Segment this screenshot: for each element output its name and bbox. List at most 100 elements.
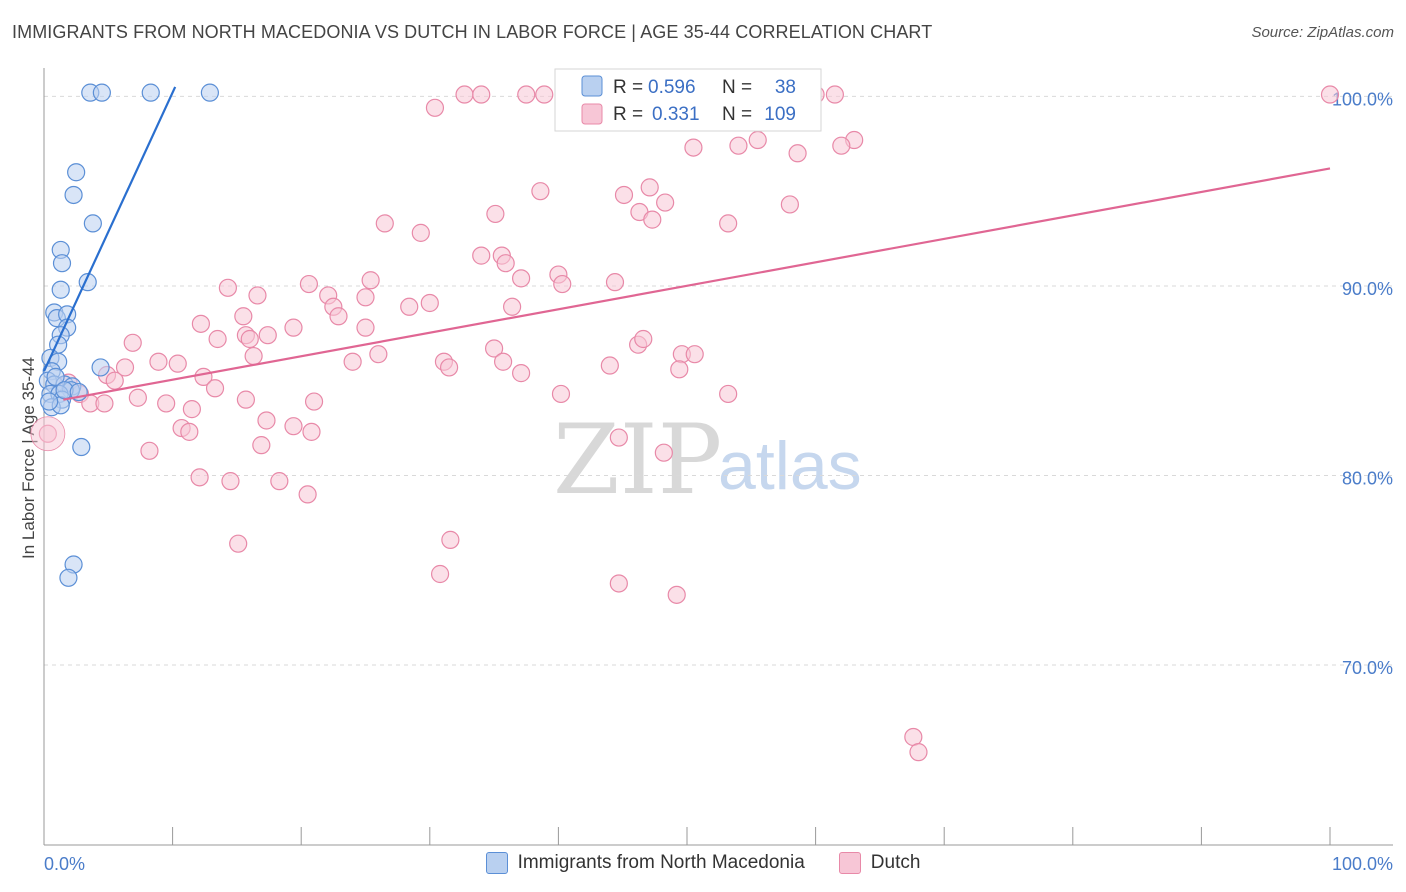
y-tick-label: 70.0%: [1342, 658, 1393, 678]
dutch-point: [257, 411, 276, 430]
dutch-point: [472, 246, 491, 265]
x-tick-labels: 0.0% 100.0%: [44, 854, 1393, 874]
north-macedonia-point: [67, 163, 86, 182]
dutch-point: [780, 195, 799, 214]
dutch-point: [455, 85, 474, 104]
series-legend-label: Immigrants from North Macedonia: [517, 852, 805, 873]
dutch-point: [832, 136, 851, 155]
dutch-point: [105, 371, 124, 390]
dutch-point: [284, 417, 303, 436]
dutch-point: [485, 339, 504, 358]
dutch-point: [512, 269, 531, 288]
dutch-point: [634, 329, 653, 349]
grid-lines: [44, 95, 1393, 666]
dutch-point: [244, 346, 263, 366]
dutch-trendline: [63, 167, 1331, 401]
y-tick-label: 80.0%: [1342, 468, 1393, 488]
dutch-point: [95, 394, 114, 413]
legend-r-label-1: R =: [613, 77, 643, 98]
north-macedonia-point: [83, 214, 102, 233]
series-dutch-points: [30, 85, 1340, 762]
dutch-point: [614, 185, 634, 205]
series-swatch-pink: [838, 852, 861, 874]
north-macedonia-point: [92, 83, 111, 102]
dutch-point: [248, 286, 267, 305]
y-axis-label: In Labor Force | Age 35-44: [19, 357, 38, 559]
dutch-point: [375, 214, 394, 233]
dutch-point: [685, 345, 704, 364]
dutch-point: [168, 354, 187, 373]
north-macedonia-point: [52, 254, 72, 273]
watermark: ZIP atlas: [553, 404, 862, 516]
dutch-point: [517, 85, 536, 104]
dutch-point: [531, 182, 550, 201]
dutch-point: [123, 333, 142, 352]
dutch-point: [356, 318, 375, 337]
series-legend-label: Dutch: [870, 852, 921, 873]
trendlines: [43, 86, 1331, 401]
dutch-point: [221, 472, 240, 491]
dutch-point: [400, 297, 419, 316]
series-legend-item-dutch: Dutch: [838, 852, 921, 874]
stats-legend: R = 0.596 N = 38 R = 0.331 N = 109: [554, 68, 822, 132]
north-macedonia-point: [51, 280, 70, 299]
dutch-point: [609, 574, 628, 593]
y-tick-label: 100.0%: [1332, 89, 1393, 109]
dutch-point: [182, 400, 201, 419]
dutch-point: [609, 428, 628, 447]
dutch-point: [535, 85, 554, 104]
dutch-point: [425, 98, 445, 117]
axes: [43, 68, 1393, 846]
x-tick-label-max: 100.0%: [1332, 854, 1393, 874]
dutch-point: [234, 307, 253, 326]
north-macedonia-point: [64, 185, 83, 205]
dutch-point: [369, 345, 388, 364]
dutch-point: [748, 130, 767, 150]
dutch-point: [240, 329, 259, 349]
series-swatch-blue: [485, 852, 508, 874]
dutch-point: [486, 204, 505, 224]
dutch-point: [654, 443, 673, 462]
dutch-point: [208, 329, 227, 349]
dutch-point: [643, 210, 662, 229]
north-macedonia-point: [40, 392, 59, 411]
dutch-point: [909, 743, 928, 762]
dutch-point: [356, 288, 375, 307]
dutch-point: [205, 379, 225, 398]
dutch-point: [298, 485, 317, 504]
dutch-point: [302, 422, 321, 441]
legend-n-label-2: N =: [722, 104, 752, 125]
north-macedonia-point: [91, 358, 110, 377]
dutch-point: [441, 530, 460, 549]
dutch-point: [825, 85, 844, 104]
dutch-point: [304, 392, 324, 411]
dutch-point: [229, 534, 248, 553]
x-tick-label-min: 0.0%: [44, 854, 85, 874]
dutch-point: [270, 472, 289, 491]
dutch-point: [157, 394, 176, 413]
dutch-point: [472, 85, 491, 104]
dutch-point: [719, 214, 738, 233]
dutch-point: [430, 564, 450, 584]
dutch-point: [503, 297, 522, 316]
series-legend: Immigrants from North Macedonia Dutch: [0, 852, 1406, 874]
dutch-point: [128, 388, 147, 407]
north-macedonia-point: [200, 83, 219, 102]
dutch-point: [512, 364, 531, 383]
dutch-point: [640, 178, 659, 197]
legend-n-value-2: 109: [764, 104, 796, 125]
y-tick-label: 90.0%: [1342, 279, 1393, 299]
dutch-point: [180, 422, 199, 441]
dutch-point: [553, 274, 572, 294]
dutch-point: [729, 136, 748, 155]
dutch-point: [343, 352, 362, 371]
dutch-point: [600, 356, 619, 375]
dutch-point: [494, 352, 513, 371]
dutch-point: [140, 441, 159, 460]
chart-title: IMMIGRANTS FROM NORTH MACEDONIA VS DUTCH…: [12, 22, 933, 42]
dutch-point: [149, 352, 168, 371]
legend-n-label-1: N =: [722, 77, 752, 98]
north-macedonia-point: [59, 568, 78, 587]
legend-r-value-1: 0.596: [648, 77, 696, 98]
chart-source: Source: ZipAtlas.com: [1251, 24, 1394, 41]
